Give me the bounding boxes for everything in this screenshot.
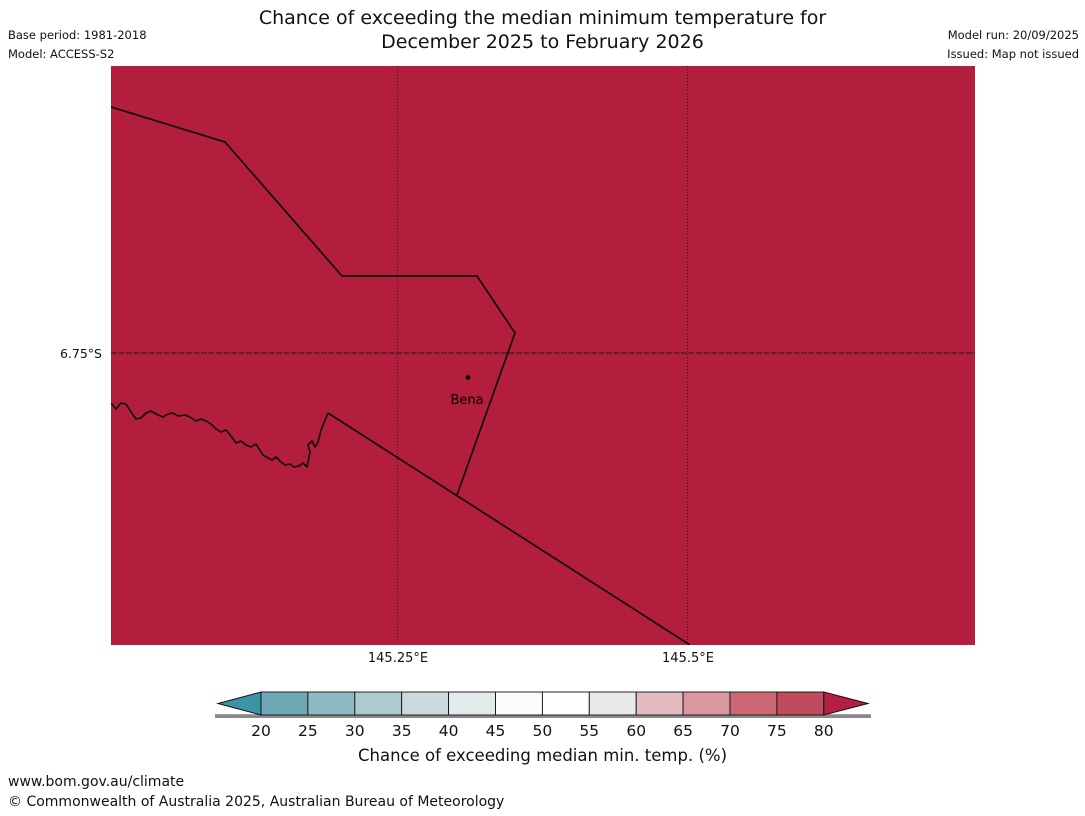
model-run-label: Model run: 20/09/2025	[947, 28, 1079, 42]
colorbar-tick: 65	[673, 722, 693, 740]
colorbar-cell	[448, 691, 496, 716]
colorbar-caption: Chance of exceeding median min. temp. (%…	[357, 746, 728, 765]
colorbar-tick: 60	[626, 722, 646, 740]
colorbar-tick-labels: 20 25 30 35 40 45 50 55 60 65 70 75 80	[251, 722, 834, 740]
colorbar-cell	[307, 691, 356, 716]
colorbar-baseline	[215, 714, 871, 718]
district-boundary-north	[111, 106, 516, 496]
footer-copyright: © Commonwealth of Australia 2025, Austra…	[8, 793, 505, 810]
footer-url: www.bom.gov.au/climate	[8, 774, 185, 790]
model-label: Model: ACCESS-S2	[8, 47, 115, 61]
base-period-label: Base period: 1981-2018	[8, 28, 147, 42]
colorbar-cell	[260, 691, 309, 716]
district-boundary-diagonal	[327, 412, 691, 645]
colorbar-tick: 55	[579, 722, 599, 740]
colorbar-tick: 75	[767, 722, 787, 740]
lat-tick-label: 6.75°S	[59, 346, 102, 361]
colorbar-cell	[635, 691, 684, 716]
colorbar-tick: 25	[298, 722, 318, 740]
colorbar-cells	[260, 691, 825, 716]
colorbar-cell	[729, 691, 778, 716]
colorbar-right-arrow	[823, 691, 870, 716]
header-left-meta: Base period: 1981-2018 Model: ACCESS-S2	[8, 26, 147, 64]
map-fill	[111, 66, 975, 645]
title-line-2: December 2025 to February 2026	[381, 31, 704, 53]
colorbar-cell	[401, 691, 450, 716]
colorbar-tick: 50	[533, 722, 553, 740]
footer: www.bom.gov.au/climate © Commonwealth of…	[8, 773, 504, 812]
colorbar-cell	[588, 691, 637, 716]
header-right-meta: Model run: 20/09/2025 Issued: Map not is…	[947, 26, 1079, 64]
river-boundary-line	[111, 402, 329, 468]
colorbar-tick: 35	[392, 722, 412, 740]
forecast-map: Bena	[111, 66, 975, 645]
colorbar-tick: 45	[486, 722, 506, 740]
colorbar-cell	[495, 691, 543, 716]
town-label: Bena	[450, 393, 483, 408]
colorbar-cell	[354, 691, 403, 716]
colorbar-tick: 70	[720, 722, 740, 740]
colorbar-tick: 40	[439, 722, 459, 740]
title-line-1: Chance of exceeding the median minimum t…	[258, 7, 827, 29]
page-title: Chance of exceeding the median minimum t…	[0, 6, 1085, 54]
issued-label: Issued: Map not issued	[947, 47, 1079, 61]
colorbar-tick: 80	[814, 722, 834, 740]
lon-tick-label-1: 145.25°E	[367, 651, 429, 666]
colorbar-left-arrow	[216, 691, 262, 716]
colorbar-cell	[541, 691, 590, 716]
colorbar-tick: 20	[251, 722, 271, 740]
colorbar-cell	[682, 691, 731, 716]
town-marker-dot	[465, 375, 471, 380]
colorbar-tick: 30	[345, 722, 365, 740]
colorbar: 20 25 30 35 40 45 50 55 60 65 70 75 80	[215, 691, 871, 740]
lon-tick-label-2: 145.5°E	[662, 651, 714, 666]
colorbar-cell	[776, 691, 825, 716]
